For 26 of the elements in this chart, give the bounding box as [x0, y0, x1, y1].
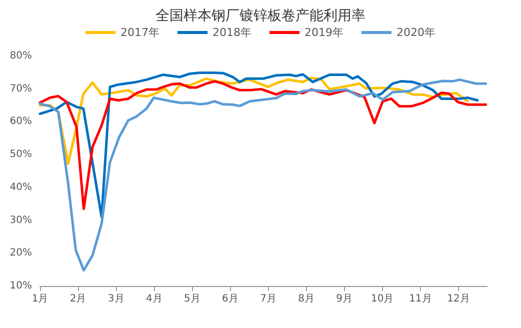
y-tick-label: 50%: [10, 149, 32, 160]
x-tick-label: 4月: [146, 294, 162, 304]
y-tick-label: 80%: [10, 50, 32, 62]
legend-label: 2020年: [396, 26, 436, 39]
y-tick-label: 20%: [10, 248, 32, 259]
x-tick-label: 7月: [260, 294, 276, 304]
x-tick-label: 11月: [409, 294, 432, 304]
y-tick-label: 30%: [10, 214, 32, 226]
y-tick-label: 70%: [10, 83, 32, 94]
x-tick-label: 3月: [108, 294, 124, 304]
x-tick-label: 5月: [184, 294, 200, 304]
line-series: [38, 78, 488, 272]
x-tick-label: 10月: [371, 294, 394, 304]
chart-title: 全国样本钢厂镀锌板卷产能利用率: [156, 8, 366, 24]
x-tick-label: 12月: [447, 294, 470, 304]
y-tick-label: 10%: [10, 280, 32, 292]
x-tick-label: 6月: [222, 294, 238, 304]
x-tick-label: 9月: [336, 294, 353, 304]
legend-label: 2019年: [304, 26, 344, 39]
y-tick-label: 60%: [10, 116, 32, 128]
x-tick-label: 2月: [70, 294, 86, 304]
x-tick-label: 8月: [298, 294, 314, 304]
y-tick-label: 40%: [10, 182, 32, 193]
legend-label: 2018年: [212, 26, 252, 39]
legend-label: 2017年: [120, 26, 160, 39]
x-tick-label: 1月: [32, 294, 48, 304]
